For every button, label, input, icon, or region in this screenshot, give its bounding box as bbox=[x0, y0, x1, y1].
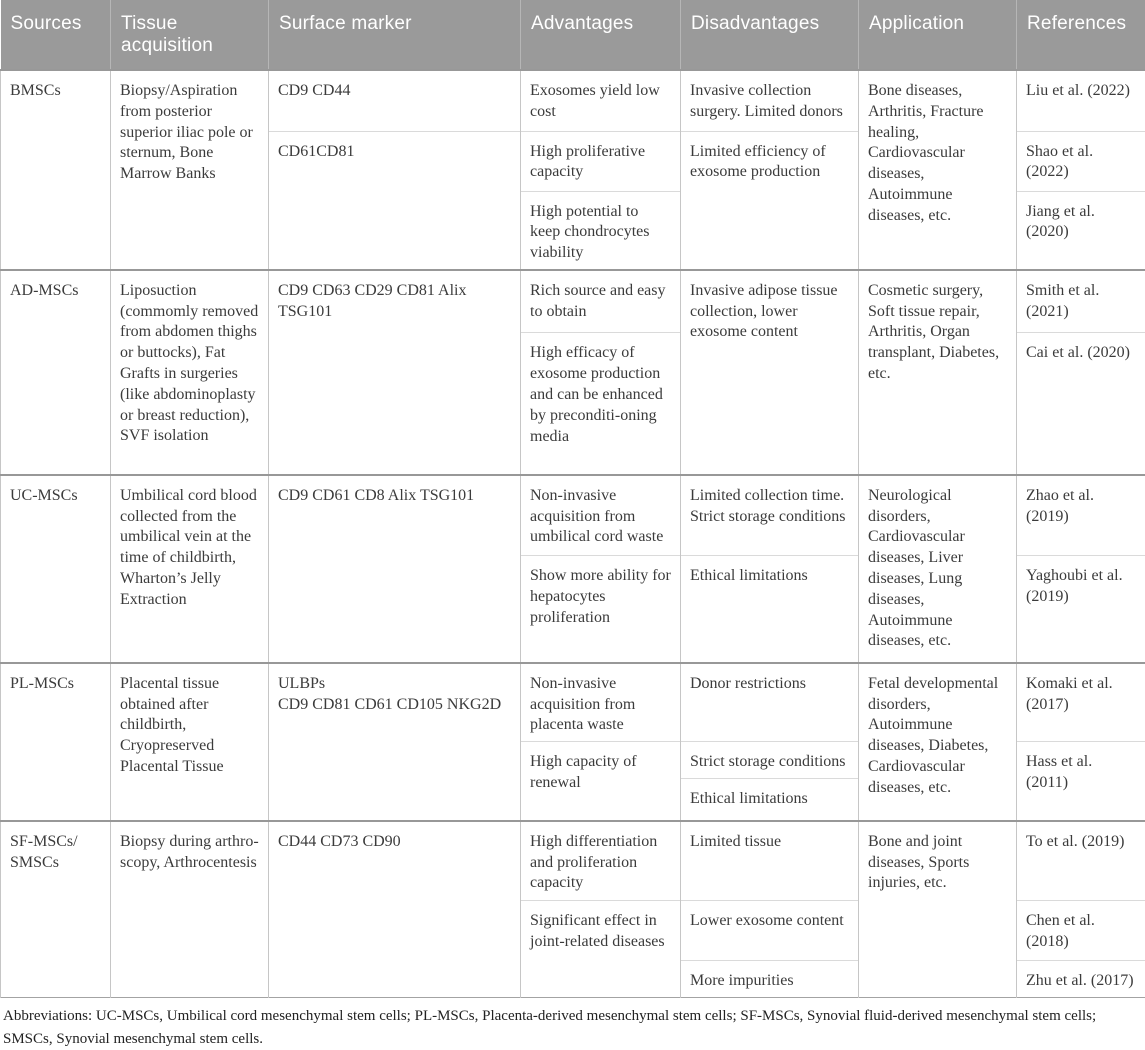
disadvantage-cell: Limited efficiency of exosome production bbox=[681, 131, 859, 270]
surface-marker-cell: CD9 CD61 CD8 Alix TSG101 bbox=[269, 475, 521, 663]
application-cell: Cosmetic surgery, Soft tissue repair, Ar… bbox=[859, 270, 1017, 475]
advantage-cell: Show more ability for hepatocytes prolif… bbox=[521, 556, 681, 663]
tissue-acquisition-cell: Biopsy/Aspiration from posterior superio… bbox=[111, 70, 269, 270]
disadvantage-cell: Ethical limitations bbox=[681, 779, 859, 821]
application-cell: Neurological disorders, Cardiovascular d… bbox=[859, 475, 1017, 663]
table-header-row: Sources Tissue acquisition Surface marke… bbox=[1, 0, 1145, 70]
advantage-cell: High proliferative capacity bbox=[521, 131, 681, 191]
advantage-cell: High capacity of renewal bbox=[521, 742, 681, 821]
advantage-cell: High potential to keep chondrocytes viab… bbox=[521, 191, 681, 270]
reference-cell: Chen et al. (2018) bbox=[1017, 901, 1145, 961]
disadvantage-cell: Limited tissue bbox=[681, 821, 859, 901]
advantage-cell: Non-invasive acquisition from umbilical … bbox=[521, 475, 681, 556]
advantage-cell: Exosomes yield low cost bbox=[521, 70, 681, 131]
tissue-acquisition-cell: Biopsy during arthro-scopy, Arthrocentes… bbox=[111, 821, 269, 998]
abbreviations-footnote: Abbreviations: UC-MSCs, Umbilical cord m… bbox=[0, 998, 1145, 1050]
disadvantage-cell: Ethical limitations bbox=[681, 556, 859, 663]
table-row: BMSCs Biopsy/Aspiration from posterior s… bbox=[1, 70, 1145, 131]
table-row: SF-MSCs/ SMSCs Biopsy during arthro-scop… bbox=[1, 821, 1145, 901]
surface-marker-cell: ULBPs CD9 CD81 CD61 CD105 NKG2D bbox=[269, 663, 521, 821]
source-cell: BMSCs bbox=[1, 70, 111, 270]
disadvantage-cell: Lower exosome content bbox=[681, 901, 859, 961]
source-cell: AD-MSCs bbox=[1, 270, 111, 475]
application-cell: Bone diseases, Arthritis, Fracture heali… bbox=[859, 70, 1017, 270]
advantage-cell: Rich source and easy to obtain bbox=[521, 270, 681, 333]
source-cell: SF-MSCs/ SMSCs bbox=[1, 821, 111, 998]
reference-cell: Hass et al. (2011) bbox=[1017, 742, 1145, 821]
reference-cell: To et al. (2019) bbox=[1017, 821, 1145, 901]
surface-marker-cell: CD9 CD63 CD29 CD81 Alix TSG101 bbox=[269, 270, 521, 475]
advantage-cell: Non-invasive acquisition from placenta w… bbox=[521, 663, 681, 742]
msc-sources-table: Sources Tissue acquisition Surface marke… bbox=[0, 0, 1145, 998]
column-header-application: Application bbox=[859, 0, 1017, 70]
reference-cell: Zhu et al. (2017) bbox=[1017, 961, 1145, 998]
application-cell: Bone and joint diseases, Sports injuries… bbox=[859, 821, 1017, 998]
tissue-acquisition-cell: Placental tissue obtained after childbir… bbox=[111, 663, 269, 821]
advantage-cell: Significant effect in joint-related dise… bbox=[521, 901, 681, 998]
reference-cell: Komaki et al. (2017) bbox=[1017, 663, 1145, 742]
source-cell: UC-MSCs bbox=[1, 475, 111, 663]
disadvantage-cell: Strict storage conditions bbox=[681, 742, 859, 779]
reference-cell: Cai et al. (2020) bbox=[1017, 333, 1145, 475]
disadvantage-cell: More impurities bbox=[681, 961, 859, 998]
reference-cell: Shao et al. (2022) bbox=[1017, 131, 1145, 191]
tissue-acquisition-cell: Umbilical cord blood collected from the … bbox=[111, 475, 269, 663]
column-header-tissue-acquisition: Tissue acquisition bbox=[111, 0, 269, 70]
disadvantage-cell: Invasive adipose tissue collection, lowe… bbox=[681, 270, 859, 475]
disadvantage-cell: Donor restrictions bbox=[681, 663, 859, 742]
disadvantage-cell: Limited collection time. Strict storage … bbox=[681, 475, 859, 556]
application-cell: Fetal developmental disorders, Autoimmun… bbox=[859, 663, 1017, 821]
table-row: PL-MSCs Placental tissue obtained after … bbox=[1, 663, 1145, 742]
table-row: UC-MSCs Umbilical cord blood collected f… bbox=[1, 475, 1145, 556]
reference-cell: Jiang et al. (2020) bbox=[1017, 191, 1145, 270]
table-row: AD-MSCs Liposuction (commomly removed fr… bbox=[1, 270, 1145, 333]
advantage-cell: High differentiation and proliferation c… bbox=[521, 821, 681, 901]
column-header-sources: Sources bbox=[1, 0, 111, 70]
surface-marker-cell: CD61CD81 bbox=[269, 131, 521, 270]
column-header-surface-marker: Surface marker bbox=[269, 0, 521, 70]
source-cell: PL-MSCs bbox=[1, 663, 111, 821]
reference-cell: Smith et al. (2021) bbox=[1017, 270, 1145, 333]
column-header-references: References bbox=[1017, 0, 1145, 70]
tissue-acquisition-cell: Liposuction (commomly removed from abdom… bbox=[111, 270, 269, 475]
advantage-cell: High efficacy of exosome production and … bbox=[521, 333, 681, 475]
column-header-advantages: Advantages bbox=[521, 0, 681, 70]
disadvantage-cell: Invasive collection surgery. Limited don… bbox=[681, 70, 859, 131]
column-header-disadvantages: Disadvantages bbox=[681, 0, 859, 70]
surface-marker-cell: CD44 CD73 CD90 bbox=[269, 821, 521, 998]
reference-cell: Liu et al. (2022) bbox=[1017, 70, 1145, 131]
surface-marker-cell: CD9 CD44 bbox=[269, 70, 521, 131]
reference-cell: Yaghoubi et al. (2019) bbox=[1017, 556, 1145, 663]
reference-cell: Zhao et al. (2019) bbox=[1017, 475, 1145, 556]
